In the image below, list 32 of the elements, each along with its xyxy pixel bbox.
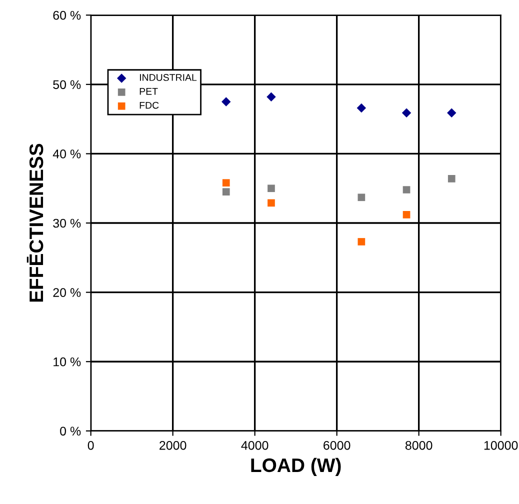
- y-tick-label: 20 %: [53, 288, 81, 297]
- point: [358, 194, 366, 202]
- point: [266, 92, 276, 102]
- x-tick-label: 10000: [484, 440, 518, 450]
- y-tick-label: 60 %: [53, 10, 81, 20]
- y-tick-label: 10 %: [54, 357, 81, 366]
- point: [268, 184, 275, 192]
- legend-label: PET: [140, 88, 158, 95]
- point: [222, 179, 230, 186]
- point: [358, 238, 366, 246]
- legend-label: FDC: [140, 102, 159, 109]
- point: [222, 188, 230, 196]
- point: [222, 97, 231, 106]
- x-tick-label: 6000: [324, 440, 350, 450]
- y-axis-title: EFFĒCTIVENESS: [26, 144, 44, 302]
- legend-label: INDUSTRIAL: [140, 74, 197, 81]
- y-tick-label: 0 %: [60, 426, 81, 436]
- x-tick-label: 8000: [405, 440, 432, 450]
- y-tick-label: 50 %: [53, 80, 81, 90]
- x-tick-label: 4000: [241, 440, 268, 450]
- point: [402, 108, 412, 118]
- point: [402, 211, 410, 218]
- point: [268, 199, 275, 207]
- point: [448, 174, 456, 182]
- point: [356, 103, 366, 113]
- y-tick-label: 30 %: [53, 218, 81, 228]
- point: [447, 108, 456, 118]
- point: [402, 186, 410, 194]
- x-axis-title: LOAD (W): [251, 458, 341, 476]
- y-tick-label: 40 %: [52, 150, 81, 158]
- x-tick-label: 0: [88, 440, 94, 450]
- x-tick-label: 2000: [160, 440, 186, 450]
